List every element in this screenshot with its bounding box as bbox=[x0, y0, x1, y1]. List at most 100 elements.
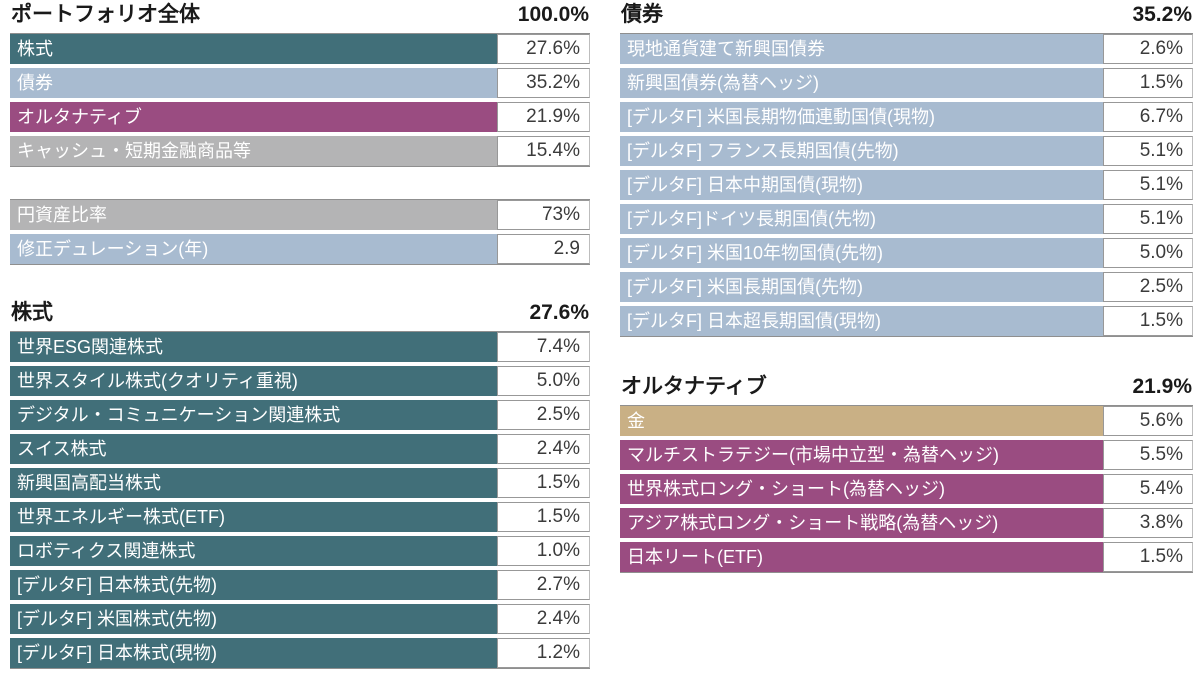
row-label: 金 bbox=[620, 406, 1103, 436]
row-label: デジタル・コミュニケーション関連株式 bbox=[10, 400, 497, 430]
table-row: マルチストラテジー(市場中立型・為替ヘッジ) 5.5% bbox=[620, 440, 1193, 470]
table-row: [デルタF] 米国長期国債(先物) 2.5% bbox=[620, 272, 1193, 302]
row-label: [デルタF] 米国株式(先物) bbox=[10, 604, 497, 634]
row-value: 1.5% bbox=[497, 502, 590, 532]
equity-table: 世界ESG関連株式 7.4% 世界スタイル株式(クオリティ重視) 5.0% デジタル・コ… bbox=[10, 331, 590, 669]
table-row: [デルタF] 日本中期国債(現物) 5.1% bbox=[620, 170, 1193, 200]
row-value: 5.1% bbox=[1103, 204, 1193, 234]
section-header: オルタナティブ 21.9% bbox=[620, 374, 1193, 400]
row-value: 2.4% bbox=[497, 434, 590, 464]
section-equity: 株式 27.6% 世界ESG関連株式 7.4% 世界スタイル株式(クオリティ重視) 5… bbox=[10, 300, 590, 669]
row-value: 2.5% bbox=[1103, 272, 1193, 302]
table-row: [デルタF] フランス長期国債(先物) 5.1% bbox=[620, 136, 1193, 166]
row-label: 世界ESG関連株式 bbox=[10, 332, 497, 362]
row-value: 35.2% bbox=[497, 68, 590, 98]
table-row: 現地通貨建て新興国債券 2.6% bbox=[620, 34, 1193, 64]
row-value: 15.4% bbox=[497, 136, 590, 166]
row-value: 5.4% bbox=[1103, 474, 1193, 504]
section-total: 100.0% bbox=[517, 3, 589, 26]
row-label: 債券 bbox=[10, 68, 497, 98]
left-column: ポートフォリオ全体 100.0% 株式 27.6% 債券 35.2% オルタナティブ 21… bbox=[10, 2, 590, 669]
table-row: [デルタF]ドイツ長期国債(先物) 5.1% bbox=[620, 204, 1193, 234]
table-row: 円資産比率 73% bbox=[10, 200, 590, 230]
row-label: [デルタF] 日本超長期国債(現物) bbox=[620, 306, 1103, 336]
row-value: 2.5% bbox=[497, 400, 590, 430]
section-total: 21.9% bbox=[1132, 375, 1192, 398]
row-label: [デルタF] 米国長期物価連動国債(現物) bbox=[620, 102, 1103, 132]
row-label: 新興国高配当株式 bbox=[10, 468, 497, 498]
row-value: 2.7% bbox=[497, 570, 590, 600]
row-label: 新興国債券(為替ヘッジ) bbox=[620, 68, 1103, 98]
table-row: アジア株式ロング・ショート戦略(為替ヘッジ) 3.8% bbox=[620, 508, 1193, 538]
table-row: 日本リート(ETF) 1.5% bbox=[620, 542, 1193, 572]
row-value: 2.4% bbox=[497, 604, 590, 634]
row-label: 世界エネルギー株式(ETF) bbox=[10, 502, 497, 532]
row-label: キャッシュ・短期金融商品等 bbox=[10, 136, 497, 166]
table-row: 株式 27.6% bbox=[10, 34, 590, 64]
table-row: [デルタF] 日本株式(現物) 1.2% bbox=[10, 638, 590, 668]
table-row: [デルタF] 日本株式(先物) 2.7% bbox=[10, 570, 590, 600]
row-label: [デルタF] 日本株式(現物) bbox=[10, 638, 497, 668]
table-row: スイス株式 2.4% bbox=[10, 434, 590, 464]
row-label: [デルタF] フランス長期国債(先物) bbox=[620, 136, 1103, 166]
row-value: 1.5% bbox=[497, 468, 590, 498]
alternative-table: 金 5.6% マルチストラテジー(市場中立型・為替ヘッジ) 5.5% 世界株式ロング・シ… bbox=[620, 405, 1193, 573]
allocation-table: 株式 27.6% 債券 35.2% オルタナティブ 21.9% キャッシュ・短期金融商品等 1… bbox=[10, 33, 590, 167]
row-value: 5.0% bbox=[1103, 238, 1193, 268]
table-row: 新興国高配当株式 1.5% bbox=[10, 468, 590, 498]
row-label: 修正デュレーション(年) bbox=[10, 234, 497, 264]
section-header: 債券 35.2% bbox=[620, 2, 1193, 28]
row-value: 73% bbox=[497, 200, 590, 230]
table-row: デジタル・コミュニケーション関連株式 2.5% bbox=[10, 400, 590, 430]
table-row: [デルタF] 米国長期物価連動国債(現物) 6.7% bbox=[620, 102, 1193, 132]
row-value: 5.1% bbox=[1103, 170, 1193, 200]
row-value: 1.5% bbox=[1103, 542, 1193, 572]
table-row: [デルタF] 日本超長期国債(現物) 1.5% bbox=[620, 306, 1193, 336]
row-value: 1.0% bbox=[497, 536, 590, 566]
section-title: ポートフォリオ全体 bbox=[11, 3, 200, 26]
table-row: オルタナティブ 21.9% bbox=[10, 102, 590, 132]
row-label: ロボティクス関連株式 bbox=[10, 536, 497, 566]
row-label: 円資産比率 bbox=[10, 200, 497, 230]
section-alternative: オルタナティブ 21.9% 金 5.6% マルチストラテジー(市場中立型・為替ヘッジ… bbox=[620, 374, 1193, 573]
row-label: [デルタF] 日本株式(先物) bbox=[10, 570, 497, 600]
row-label: [デルタF] 日本中期国債(現物) bbox=[620, 170, 1103, 200]
section-title: 債券 bbox=[621, 3, 663, 26]
bond-table: 現地通貨建て新興国債券 2.6% 新興国債券(為替ヘッジ) 1.5% [デルタF] 米国… bbox=[620, 33, 1193, 337]
table-row: 新興国債券(為替ヘッジ) 1.5% bbox=[620, 68, 1193, 98]
table-row: 世界ESG関連株式 7.4% bbox=[10, 332, 590, 362]
section-title: オルタナティブ bbox=[621, 375, 767, 398]
section-portfolio-overall: ポートフォリオ全体 100.0% 株式 27.6% 債券 35.2% オルタナティブ 21… bbox=[10, 2, 590, 167]
row-label: オルタナティブ bbox=[10, 102, 497, 132]
section-total: 27.6% bbox=[529, 301, 589, 324]
table-row: 修正デュレーション(年) 2.9 bbox=[10, 234, 590, 264]
row-value: 1.5% bbox=[1103, 68, 1193, 98]
row-label: マルチストラテジー(市場中立型・為替ヘッジ) bbox=[620, 440, 1103, 470]
row-value: 5.5% bbox=[1103, 440, 1193, 470]
row-value: 1.5% bbox=[1103, 306, 1193, 336]
table-row: [デルタF] 米国株式(先物) 2.4% bbox=[10, 604, 590, 634]
row-value: 3.8% bbox=[1103, 508, 1193, 538]
section-title: 株式 bbox=[11, 301, 53, 324]
table-row: 世界株式ロング・ショート(為替ヘッジ) 5.4% bbox=[620, 474, 1193, 504]
section-header: 株式 27.6% bbox=[10, 300, 590, 326]
table-row: 世界エネルギー株式(ETF) 1.5% bbox=[10, 502, 590, 532]
row-value: 27.6% bbox=[497, 34, 590, 64]
row-label: 株式 bbox=[10, 34, 497, 64]
row-label: スイス株式 bbox=[10, 434, 497, 464]
row-value: 5.6% bbox=[1103, 406, 1193, 436]
section-metrics: 円資産比率 73% 修正デュレーション(年) 2.9 bbox=[10, 199, 590, 265]
metrics-table: 円資産比率 73% 修正デュレーション(年) 2.9 bbox=[10, 199, 590, 265]
row-label: アジア株式ロング・ショート戦略(為替ヘッジ) bbox=[620, 508, 1103, 538]
row-label: 世界株式ロング・ショート(為替ヘッジ) bbox=[620, 474, 1103, 504]
row-label: [デルタF] 米国10年物国債(先物) bbox=[620, 238, 1103, 268]
table-row: 金 5.6% bbox=[620, 406, 1193, 436]
table-row: ロボティクス関連株式 1.0% bbox=[10, 536, 590, 566]
row-value: 2.6% bbox=[1103, 34, 1193, 64]
row-label: 世界スタイル株式(クオリティ重視) bbox=[10, 366, 497, 396]
row-label: [デルタF]ドイツ長期国債(先物) bbox=[620, 204, 1103, 234]
row-label: 現地通貨建て新興国債券 bbox=[620, 34, 1103, 64]
row-label: 日本リート(ETF) bbox=[620, 542, 1103, 572]
row-value: 7.4% bbox=[497, 332, 590, 362]
